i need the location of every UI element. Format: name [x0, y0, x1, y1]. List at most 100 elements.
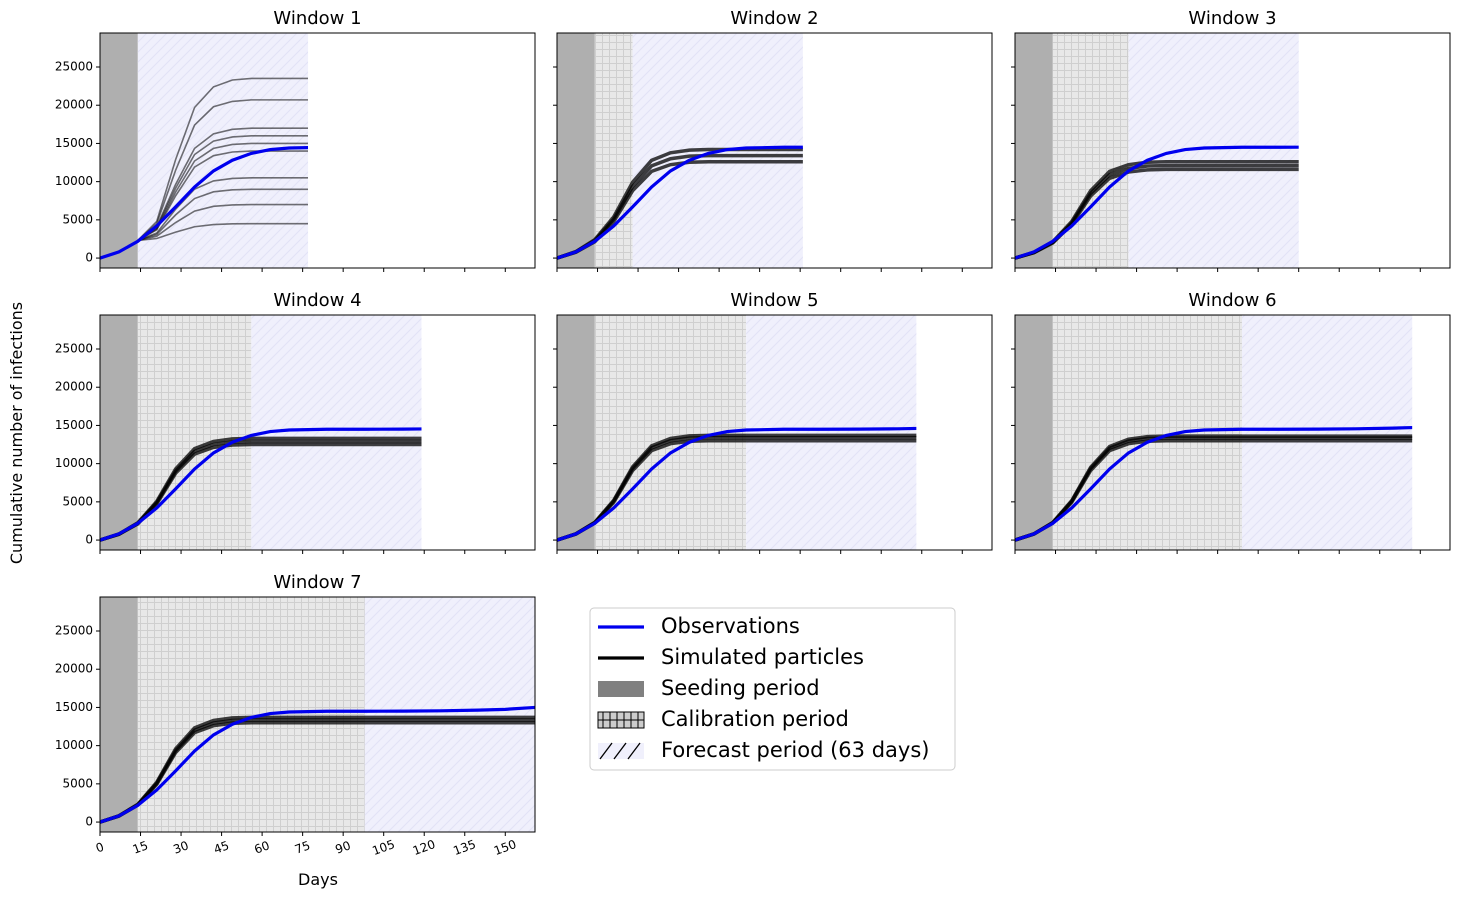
x-tick-label: 150 — [492, 837, 518, 858]
particle-line — [137, 77, 309, 242]
axes-frame — [99, 596, 536, 833]
axes-frame — [556, 314, 993, 551]
y-tick-label: 25000 — [55, 624, 93, 638]
observation-line — [557, 426, 917, 542]
axes-frame — [1014, 32, 1451, 269]
observation-line — [100, 427, 422, 542]
y-tick-label: 10000 — [55, 738, 93, 752]
seeding-period — [557, 315, 595, 550]
legend-label: Observations — [661, 614, 800, 638]
calibration-hatch — [137, 597, 365, 832]
legend-swatch — [598, 743, 644, 759]
forecast-hatch — [251, 315, 422, 550]
x-tick-label: 75 — [293, 838, 312, 856]
forecast-hatch — [1128, 33, 1299, 268]
forecast-hatch — [1241, 315, 1413, 550]
lines — [557, 145, 803, 260]
observation-line — [557, 145, 803, 260]
y-tick-label: 10000 — [55, 174, 93, 188]
y-tick-label: 20000 — [55, 380, 93, 394]
legend-hatch — [613, 742, 627, 760]
axes-frame — [99, 314, 536, 551]
lines — [1015, 145, 1299, 260]
calibration-hatch — [137, 315, 252, 550]
forecast-hatch — [364, 597, 535, 832]
x-tick-label: 90 — [333, 838, 352, 856]
lines — [100, 77, 309, 260]
subplot-title: Window 7 — [273, 572, 361, 593]
x-tick-label: 105 — [370, 837, 396, 858]
axes-frame — [1014, 314, 1451, 551]
subplot: Window 2 — [553, 8, 993, 272]
axes-frame — [99, 32, 536, 269]
subplot-title: Window 4 — [273, 290, 361, 311]
periods — [100, 315, 422, 550]
lines — [100, 705, 535, 824]
y-tick-label: 25000 — [55, 342, 93, 356]
axes-frame — [556, 32, 993, 269]
y-tick-label: 5000 — [62, 212, 93, 226]
y-tick-label: 20000 — [55, 662, 93, 676]
lines — [557, 426, 917, 542]
seeding-period — [100, 315, 138, 550]
forecast-hatch — [746, 315, 917, 550]
legend-label: Simulated particles — [661, 645, 864, 669]
legend: Observations Simulated particles Seeding p… — [589, 607, 956, 771]
seeding-period — [1015, 315, 1053, 550]
seeding-period — [100, 597, 138, 832]
subplot: Window 5 — [553, 290, 993, 554]
legend-hatch — [599, 742, 613, 760]
subplot: 0 5000 10000 15000 20000 25000 Window 4 — [55, 290, 536, 554]
legend-label: Forecast period (63 days) — [661, 738, 929, 762]
particle-line — [137, 222, 309, 242]
legend-frame — [589, 607, 956, 771]
observation-line — [1015, 425, 1413, 542]
x-axis-label: Days — [298, 870, 338, 889]
y-tick-label: 0 — [85, 533, 93, 547]
x-tick-label: 45 — [212, 838, 231, 856]
x-tick-label: 15 — [131, 838, 150, 856]
particle-line — [137, 188, 309, 242]
subplot: Window 6 — [1011, 290, 1451, 554]
y-tick-label: 5000 — [62, 494, 93, 508]
calibration-hatch — [1052, 315, 1242, 550]
legend-label: Calibration period — [661, 707, 849, 731]
x-tick-label: 60 — [252, 838, 271, 856]
y-tick-label: 20000 — [55, 98, 93, 112]
x-tick-label: 0 — [94, 840, 106, 856]
y-tick-label: 15000 — [55, 700, 93, 714]
particle-line — [137, 99, 309, 242]
y-axis-label: Cumulative number of infections — [7, 302, 26, 564]
subplot-title: Window 2 — [730, 8, 818, 29]
legend-hatch — [627, 742, 641, 760]
subplot: 0 5000 10000 15000 20000 25000 0 15 30 45 60 75 90 10… — [55, 572, 536, 858]
x-tick-label: 120 — [411, 837, 437, 858]
observation-line — [100, 705, 535, 824]
particle-line — [137, 177, 309, 242]
y-tick-label: 15000 — [55, 418, 93, 432]
periods — [100, 597, 535, 832]
seeding-period — [557, 33, 595, 268]
subplot-title: Window 6 — [1188, 290, 1276, 311]
legend-label: Seeding period — [661, 676, 820, 700]
y-tick-label: 0 — [85, 815, 93, 829]
y-tick-label: 15000 — [55, 136, 93, 150]
y-tick-label: 25000 — [55, 60, 93, 74]
x-tick-label: 30 — [171, 838, 190, 856]
subplot: Window 3 — [1011, 8, 1451, 272]
periods — [1015, 33, 1299, 268]
seeding-period — [1015, 33, 1053, 268]
observation-line — [1015, 145, 1299, 260]
y-tick-label: 10000 — [55, 456, 93, 470]
lines — [100, 427, 422, 542]
subplot-title: Window 5 — [730, 290, 818, 311]
lines — [1015, 425, 1413, 542]
y-tick-label: 5000 — [62, 776, 93, 790]
subplot-title: Window 1 — [273, 8, 361, 29]
y-tick-label: 0 — [85, 251, 93, 265]
particle-line — [137, 203, 309, 242]
subplot: 0 5000 10000 15000 20000 25000 Window 1 — [55, 8, 536, 272]
observation-line — [100, 146, 309, 260]
calibration-hatch — [594, 33, 633, 268]
